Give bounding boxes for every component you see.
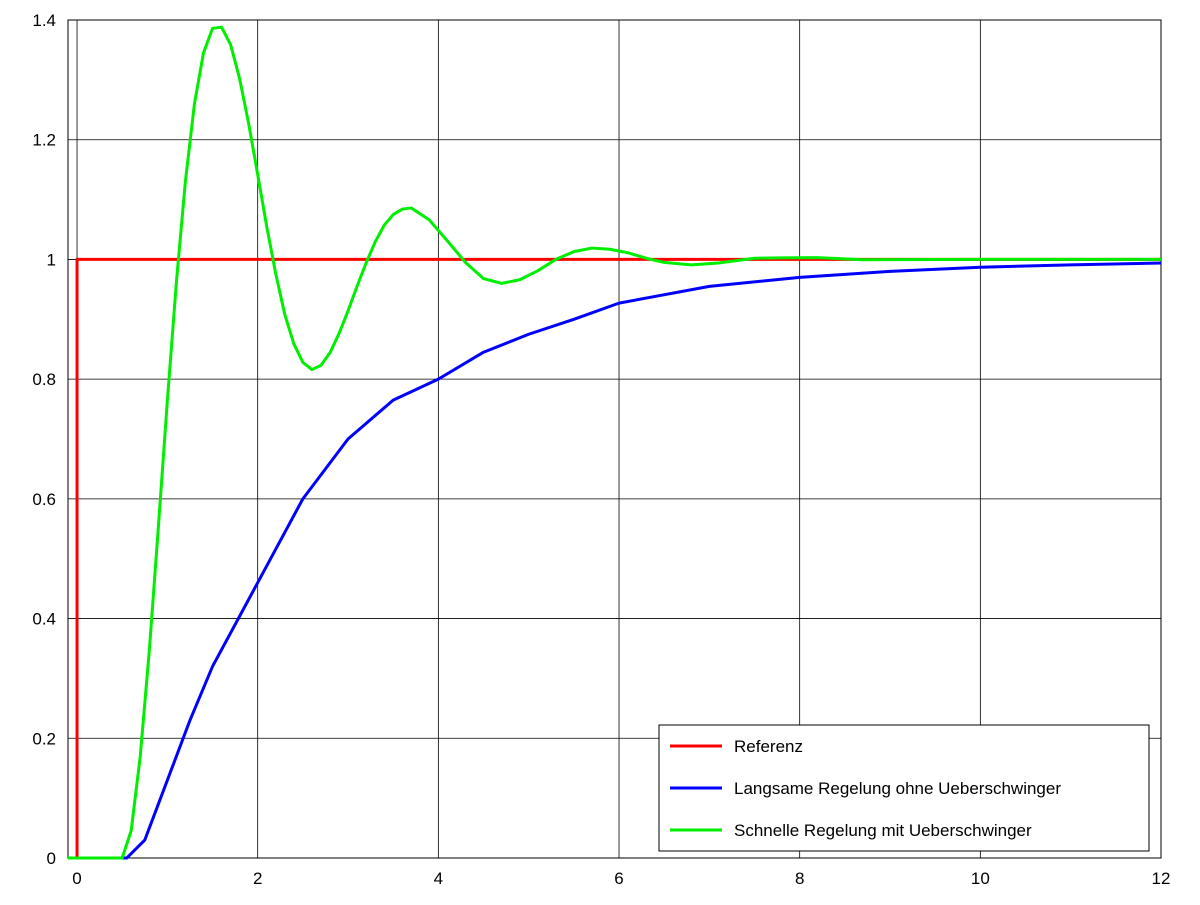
y-tick-label: 0 [47,849,56,868]
y-tick-label: 1.4 [32,11,56,30]
y-tick-label: 0.2 [32,729,56,748]
x-tick-label: 12 [1152,869,1171,888]
plot-area [67,19,1162,859]
legend-label: Langsame Regelung ohne Ueberschwinger [734,779,1061,798]
x-tick-label: 4 [434,869,443,888]
series-line [68,25,1161,860]
x-tick-label: 6 [614,869,623,888]
y-tick-label: 0.8 [32,370,56,389]
series-line [68,261,1162,860]
y-tick-label: 0.4 [32,610,56,629]
legend-box [658,724,1150,852]
lines [68,25,1162,860]
x-tick-label: 10 [971,869,990,888]
y-tick-label: 1.2 [32,131,56,150]
y-tick-label: 1 [47,250,56,269]
x-tick-label: 8 [795,869,804,888]
x-tick-label: 0 [72,869,81,888]
legend: Referenz Langsame Regelung ohne Ueberschw… [658,724,1150,852]
y-tick-label: 0.6 [32,490,56,509]
legend-label: Schnelle Regelung mit Ueberschwinger [734,821,1032,840]
legend-label: Referenz [734,737,803,756]
x-tick-label: 2 [253,869,262,888]
